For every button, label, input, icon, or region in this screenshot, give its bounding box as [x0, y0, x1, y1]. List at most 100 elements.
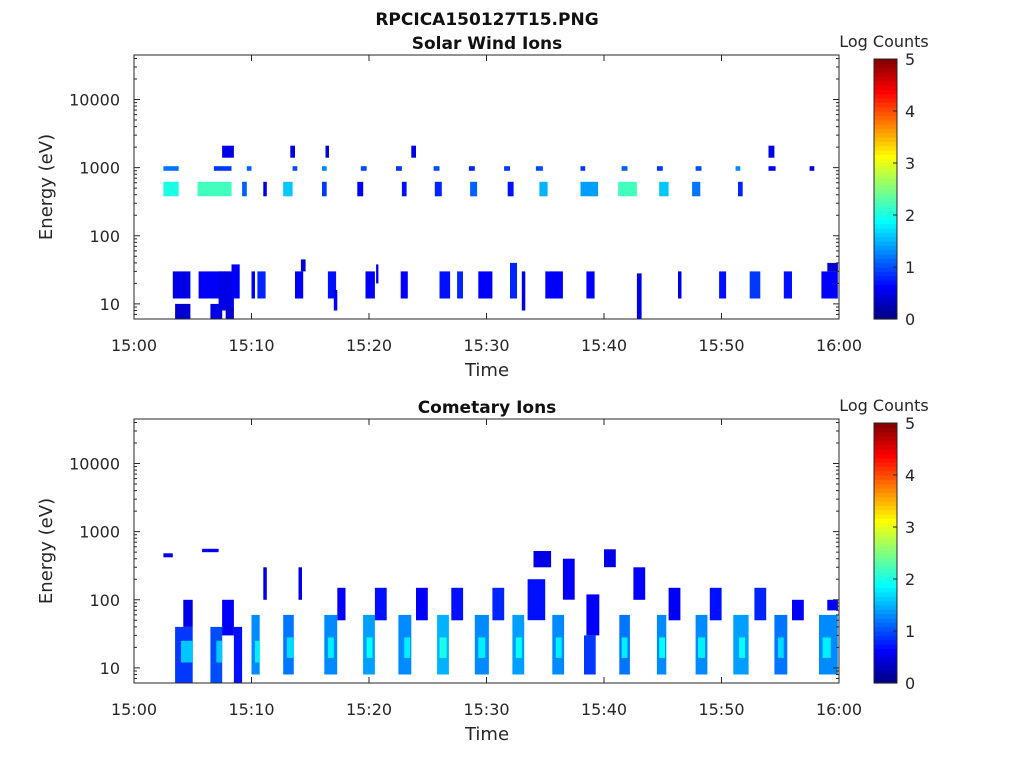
colorbar-segment: [874, 509, 897, 515]
spectrogram-cell: [821, 271, 838, 299]
colorbar-segment: [874, 531, 897, 537]
colorbar-segment: [874, 254, 897, 259]
colorbar-segment: [874, 124, 897, 129]
spectrogram-cell: [357, 181, 364, 197]
spectrogram-cell: [451, 587, 464, 621]
x-axis-label: Time: [464, 360, 509, 381]
colorbar-label: Log Counts: [839, 396, 929, 415]
spectrogram-cell: [286, 637, 294, 658]
spectrogram-cell: [457, 271, 463, 299]
spectrogram-cell: [749, 271, 761, 299]
spectrogram-cell: [659, 181, 669, 197]
colorbar-segment: [874, 115, 897, 121]
colorbar-segment: [874, 245, 897, 251]
colorbar-tick-label: 3: [905, 154, 915, 173]
spectrogram-cell: [365, 271, 375, 299]
spectrogram-cell: [604, 549, 616, 568]
spectrogram-cell: [521, 271, 526, 311]
colorbar-tick-label: 1: [905, 258, 915, 277]
colorbar-segment: [874, 63, 897, 69]
spectrogram-cell: [322, 166, 327, 171]
colorbar-segment: [874, 436, 897, 441]
colorbar-segment: [874, 284, 897, 290]
colorbar-segment: [874, 301, 897, 307]
spectrogram-cell: [586, 594, 600, 636]
spectrogram-cell: [218, 271, 234, 311]
x-axis-ticks: 15:00 15:10 15:20 15:30 15:40 15:50 16:00: [111, 419, 862, 719]
figure-title: RPCICA150127T15.PNG: [375, 10, 598, 30]
colorbar-segment: [874, 275, 897, 281]
colorbar-segment: [874, 293, 897, 298]
colorbar: 0 1 2 3 4 5: [873, 50, 915, 329]
colorbar-segment: [874, 423, 897, 428]
spectrogram-cell: [233, 626, 243, 683]
colorbar-segment: [874, 648, 897, 654]
colorbar-segment: [874, 440, 897, 446]
colorbar-segment: [874, 98, 897, 103]
spectrogram-cell: [283, 181, 293, 197]
colorbar-segment: [874, 93, 897, 99]
x-tick-label: 15:10: [228, 700, 274, 719]
spectrogram-cell: [172, 271, 191, 299]
spectrogram-cell: [507, 181, 514, 197]
spectrogram-cell: [242, 181, 247, 197]
spectrogram-cell: [400, 271, 408, 299]
spectrogram-cell: [510, 262, 517, 299]
colorbar-segment: [874, 600, 897, 606]
colorbar-tick-label: 1: [905, 622, 915, 641]
spectrogram-cell: [360, 166, 367, 171]
spectrogram-cell: [827, 262, 838, 272]
spectrogram-cell: [255, 640, 260, 663]
spectrogram-cell: [263, 567, 267, 600]
colorbar-segment: [874, 193, 897, 199]
colorbar-segment: [874, 189, 897, 194]
spectrogram-cell: [478, 637, 486, 658]
spectrogram-cell: [562, 558, 575, 600]
spectrogram-cell: [175, 303, 191, 319]
spectrogram-cell: [533, 551, 552, 568]
spectrogram-cell: [515, 637, 522, 658]
colorbar-tick-label: 3: [905, 518, 915, 537]
spectrogram-cell: [222, 145, 234, 158]
colorbar-segment: [874, 258, 897, 264]
colorbar-frame: [873, 58, 898, 320]
spectrogram-cell: [783, 271, 792, 299]
colorbar-tick-label: 2: [905, 206, 915, 225]
y-axis-label: Energy (eV): [36, 498, 57, 604]
colorbar-segment: [874, 267, 897, 272]
colorbar-segment: [874, 184, 897, 190]
spectrogram-cell: [539, 181, 548, 197]
colorbar: 0 1 2 3 4 5: [873, 414, 915, 693]
x-tick-label: 15:50: [698, 700, 744, 719]
colorbar-segment: [874, 236, 897, 242]
colorbar-segment: [874, 609, 897, 615]
colorbar-segment: [874, 427, 897, 433]
colorbar-segment: [874, 466, 897, 472]
spectrogram-cell: [404, 637, 411, 658]
spectrogram-cell: [231, 264, 240, 299]
spectrogram-cell: [827, 599, 838, 611]
spectrogram-cell: [292, 166, 298, 171]
colorbar-segment: [874, 102, 897, 108]
y-tick-label: 1000: [79, 159, 120, 178]
spectrogram-cell: [183, 599, 193, 627]
colorbar-segment: [874, 457, 897, 463]
colorbar-segment: [874, 618, 897, 623]
spectrogram-cell: [739, 637, 745, 658]
colorbar-segment: [874, 670, 897, 675]
colorbar-segment: [874, 449, 897, 454]
colorbar-segment: [874, 262, 897, 268]
panel-title: Solar Wind Ions: [412, 34, 563, 54]
spectrogram-cell: [468, 166, 475, 171]
x-tick-label: 15:50: [698, 336, 744, 355]
colorbar-tick-label: 4: [905, 102, 915, 121]
colorbar-segment: [874, 163, 897, 168]
spectrogram-cells: [163, 145, 838, 319]
spectrogram-cell: [668, 587, 681, 621]
spectrogram-cell: [656, 166, 663, 171]
colorbar-segment: [874, 171, 897, 177]
colorbar-segment: [874, 241, 897, 246]
colorbar-segment: [874, 158, 897, 164]
spectrogram-cell: [197, 181, 232, 197]
spectrogram-cell: [263, 181, 267, 197]
